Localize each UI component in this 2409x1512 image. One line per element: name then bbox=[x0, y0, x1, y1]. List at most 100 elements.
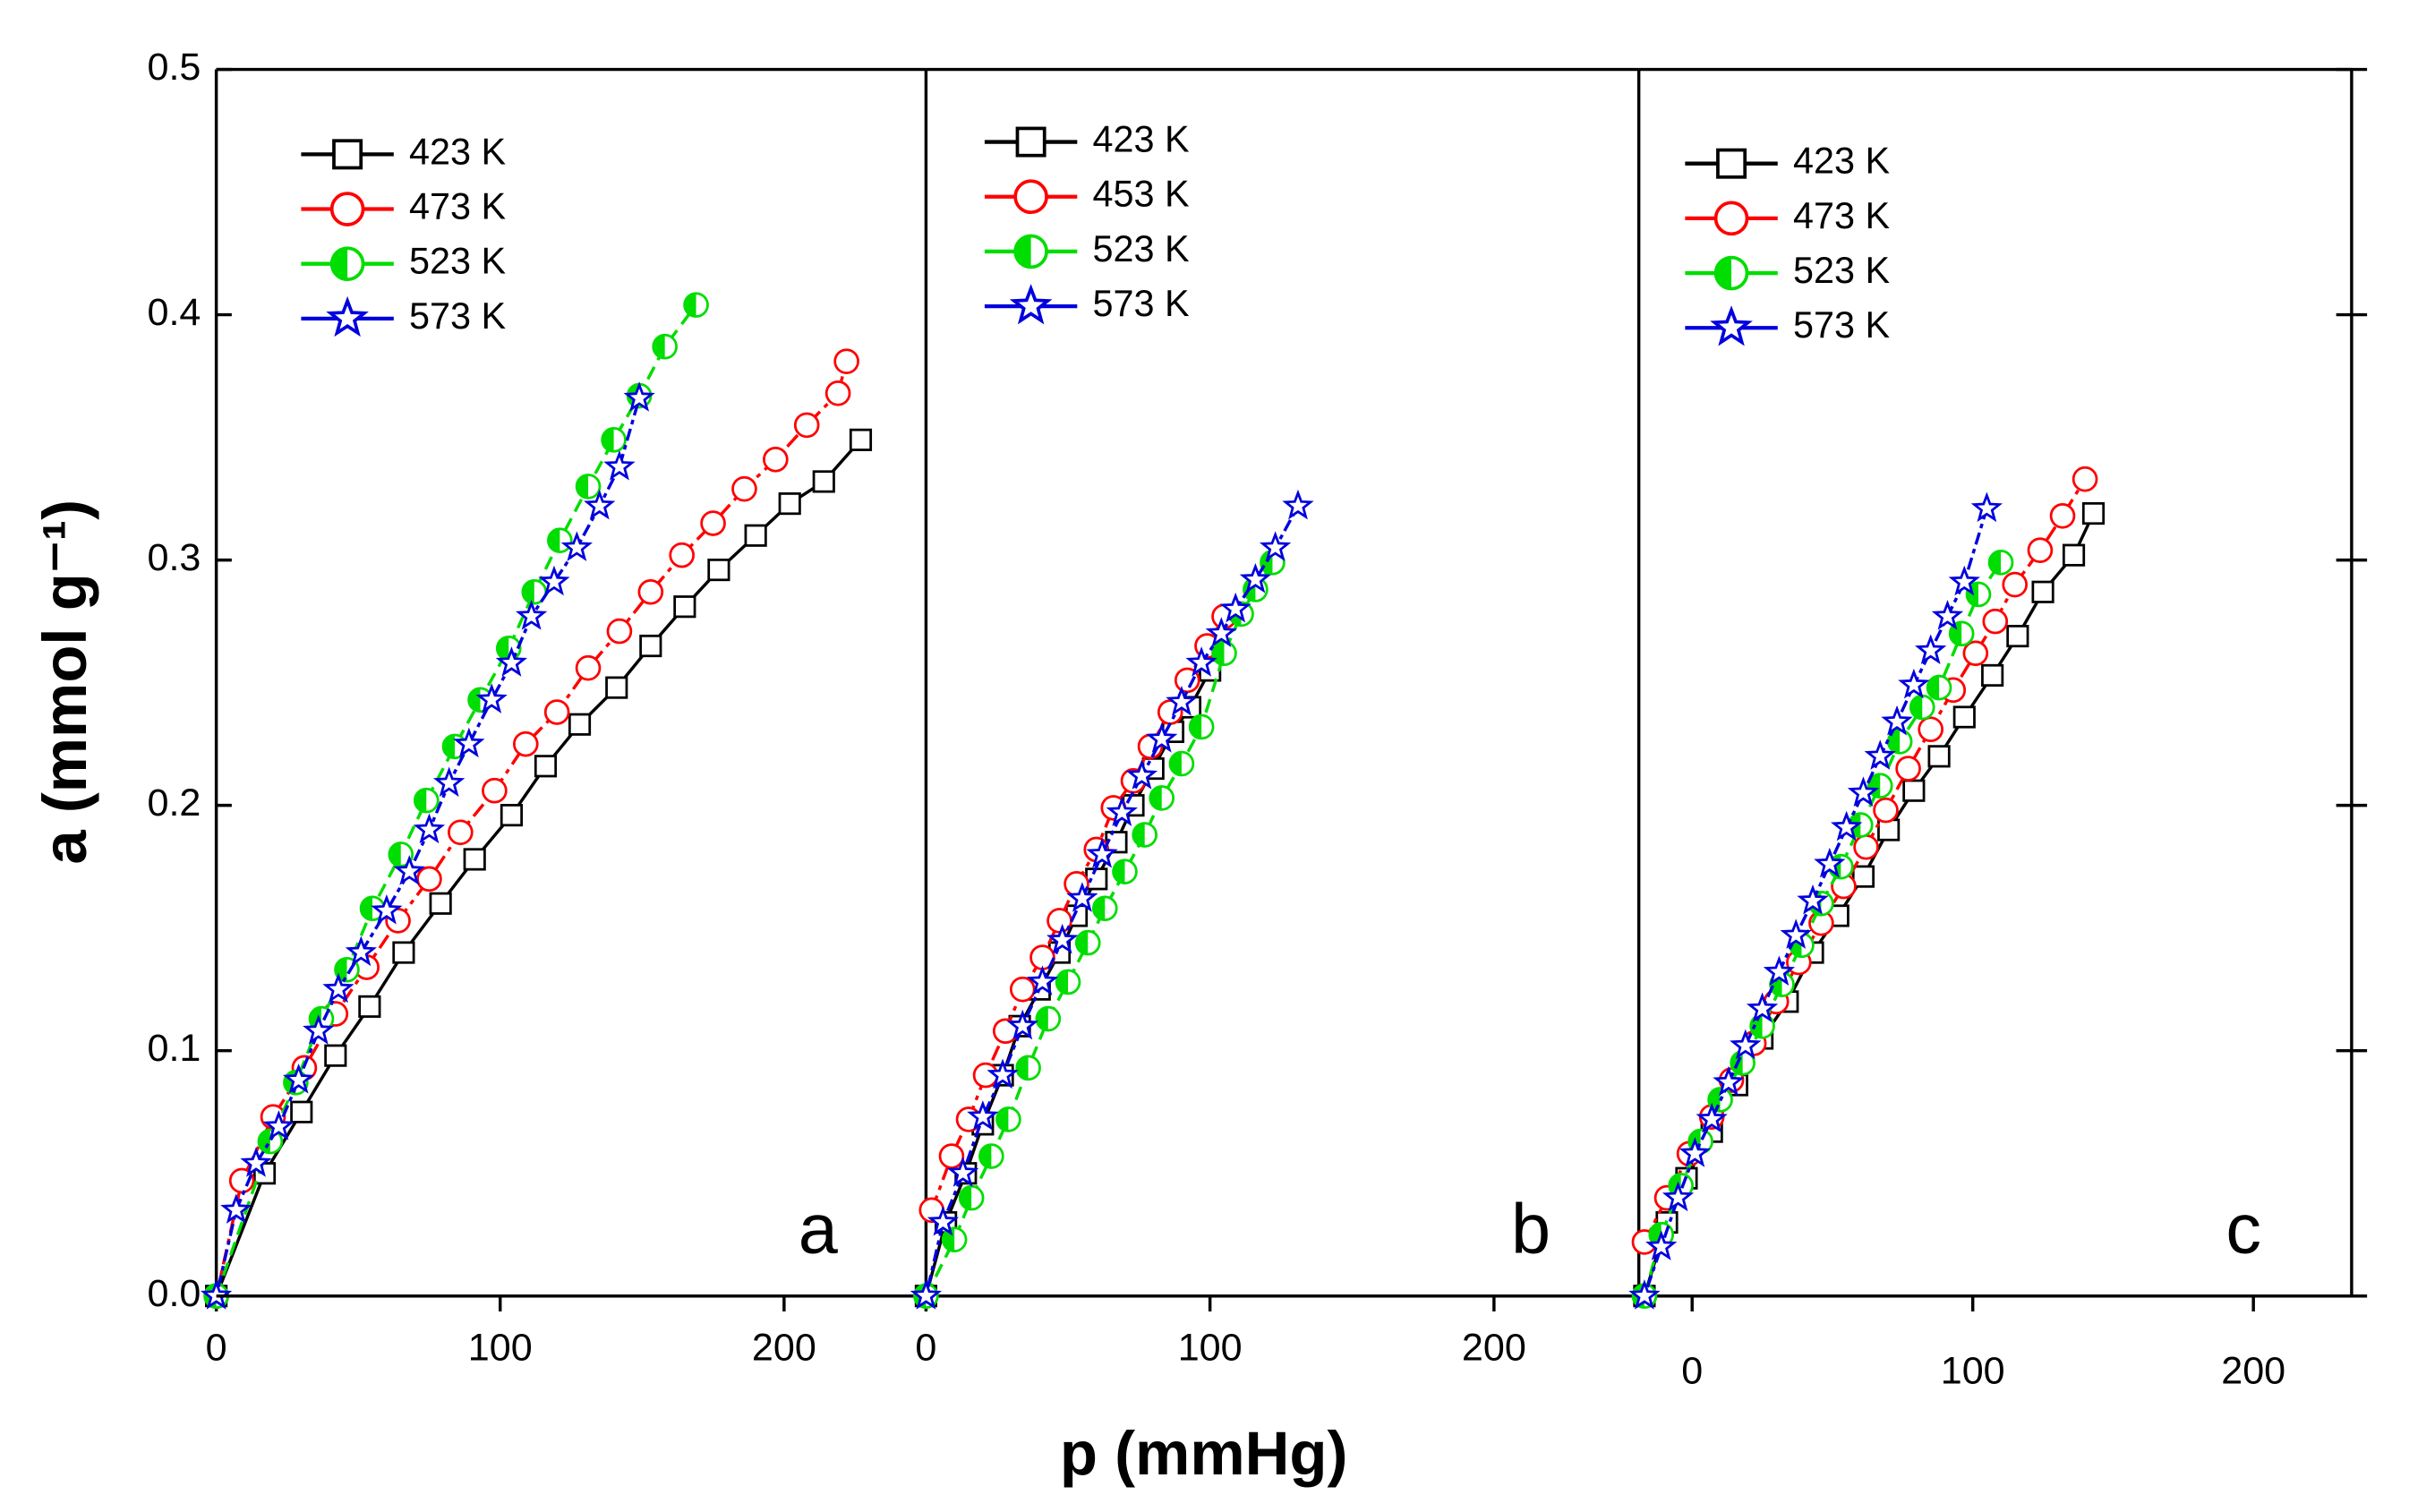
marker bbox=[1211, 640, 1237, 667]
star-marker bbox=[1009, 284, 1053, 325]
marker bbox=[1628, 1279, 1661, 1310]
half-fill bbox=[497, 636, 509, 661]
marker bbox=[1763, 955, 1796, 987]
marker bbox=[1830, 810, 1863, 841]
square-marker bbox=[673, 595, 696, 619]
x-tick-label: 200 bbox=[2221, 1349, 2285, 1392]
marker bbox=[1909, 694, 1935, 721]
y-axis-label: a (mmol g⁻¹) bbox=[30, 500, 99, 865]
half-fill bbox=[1015, 235, 1031, 268]
panel-label: a bbox=[799, 1189, 839, 1269]
marker bbox=[744, 524, 767, 547]
marker bbox=[1046, 923, 1079, 954]
half-fill bbox=[684, 293, 696, 317]
circle-marker bbox=[448, 819, 474, 846]
star-marker bbox=[1830, 810, 1863, 841]
marker bbox=[371, 893, 403, 925]
star-marker bbox=[1205, 617, 1237, 647]
marker bbox=[282, 1064, 315, 1094]
marker bbox=[938, 1143, 965, 1169]
square-marker bbox=[324, 1044, 347, 1067]
circle-marker bbox=[833, 348, 859, 374]
marker bbox=[605, 676, 628, 699]
marker bbox=[1780, 918, 1812, 949]
panel-label: c bbox=[2225, 1189, 2261, 1269]
half-fill bbox=[361, 896, 373, 920]
marker bbox=[416, 866, 442, 893]
marker bbox=[547, 527, 573, 554]
square-marker bbox=[332, 139, 363, 170]
half-fill bbox=[468, 688, 481, 712]
star-marker bbox=[303, 1014, 335, 1045]
marker bbox=[1864, 739, 1896, 770]
marker bbox=[1814, 847, 1846, 878]
square-marker bbox=[463, 848, 486, 871]
marker bbox=[1015, 126, 1046, 158]
marker bbox=[2002, 571, 2029, 598]
star-marker bbox=[1125, 759, 1158, 790]
star-marker bbox=[515, 600, 548, 630]
star-marker bbox=[326, 295, 369, 337]
star-marker bbox=[1239, 562, 1272, 594]
circle-marker bbox=[731, 475, 757, 502]
square-marker bbox=[568, 713, 592, 736]
marker bbox=[707, 558, 730, 582]
circle-marker bbox=[824, 380, 851, 406]
marker bbox=[812, 470, 835, 493]
marker bbox=[575, 474, 602, 500]
star-marker bbox=[1282, 489, 1314, 520]
star-marker bbox=[1046, 923, 1079, 954]
square-marker bbox=[812, 470, 835, 493]
x-tick-label: 100 bbox=[468, 1326, 533, 1369]
marker bbox=[1987, 550, 2014, 576]
marker bbox=[482, 777, 508, 804]
marker bbox=[637, 578, 664, 605]
marker bbox=[345, 935, 377, 967]
marker bbox=[1918, 716, 1943, 743]
marker bbox=[1847, 776, 1880, 807]
marker bbox=[534, 755, 558, 778]
star-marker bbox=[393, 855, 425, 885]
marker bbox=[1927, 745, 1951, 768]
marker bbox=[220, 1193, 252, 1224]
marker bbox=[995, 1106, 1021, 1132]
marker bbox=[1015, 1055, 1041, 1081]
half-fill bbox=[1056, 970, 1069, 994]
marker bbox=[1013, 234, 1048, 269]
marker bbox=[1898, 668, 1930, 699]
marker bbox=[987, 1058, 1019, 1089]
half-fill bbox=[548, 528, 560, 552]
marker bbox=[2027, 537, 2054, 563]
square-marker bbox=[744, 524, 767, 547]
marker bbox=[463, 848, 486, 871]
y-tick-label: 0.3 bbox=[147, 536, 201, 579]
marker bbox=[1006, 1009, 1038, 1040]
star-marker bbox=[1710, 305, 1753, 346]
star-marker bbox=[1730, 1029, 1762, 1060]
circle-marker bbox=[2072, 466, 2098, 492]
marker bbox=[332, 139, 363, 170]
marker bbox=[1112, 859, 1138, 884]
star-marker bbox=[603, 449, 636, 481]
star-marker bbox=[1026, 965, 1059, 995]
x-tick-label: 0 bbox=[915, 1326, 936, 1369]
marker bbox=[1009, 284, 1053, 325]
square-marker bbox=[1877, 818, 1901, 841]
square-marker bbox=[1902, 779, 1926, 802]
half-fill bbox=[1149, 786, 1162, 810]
star-marker bbox=[1259, 531, 1292, 561]
marker bbox=[1713, 1065, 1745, 1097]
marker bbox=[429, 892, 452, 915]
square-marker bbox=[1851, 865, 1875, 888]
square-marker bbox=[2062, 543, 2086, 567]
star-marker bbox=[987, 1058, 1019, 1089]
square-marker bbox=[290, 1100, 313, 1123]
marker bbox=[927, 1205, 960, 1236]
star-marker bbox=[538, 565, 570, 596]
x-tick-label: 100 bbox=[1941, 1349, 2005, 1392]
x-tick-label: 100 bbox=[1178, 1326, 1243, 1369]
square-marker bbox=[534, 755, 558, 778]
square-marker bbox=[605, 676, 628, 699]
